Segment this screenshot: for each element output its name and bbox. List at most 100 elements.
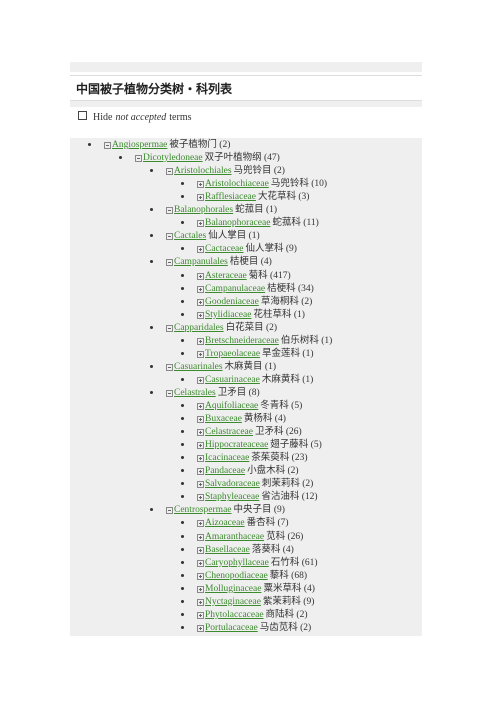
bullet [119,156,122,160]
row-text: Balanophoraceae 蛇菰科 (11) [205,218,319,228]
taxon-link[interactable]: Stylidiaceae [205,309,252,320]
taxon-link[interactable]: Celastraceae [205,427,253,438]
expand-icon[interactable] [197,350,204,358]
row-text: Staphyleaceae 省沽油科 (12) [205,492,318,502]
taxon-link[interactable]: Buxaceae [205,414,242,425]
expand-icon[interactable] [197,285,204,293]
taxon-label: 木麻黄目 (1) [224,361,276,372]
collapse-icon[interactable] [135,155,142,163]
expand-icon[interactable] [197,181,204,189]
collapse-icon[interactable] [166,363,173,371]
taxon-label: 花柱草科 (1) [253,309,305,320]
taxon-link[interactable]: Cactaceae [205,244,244,255]
taxon-link[interactable]: Salvadoraceae [205,479,260,490]
collapse-icon[interactable] [166,233,173,241]
expand-icon[interactable] [197,520,204,528]
row-text: Phytolaccaceae 商陆科 (2) [205,610,308,620]
expand-icon[interactable] [197,572,204,580]
collapse-icon[interactable] [166,168,173,176]
expand-icon[interactable] [197,585,204,593]
taxon-label: 紫茉莉科 (9) [262,596,315,607]
expand-icon[interactable] [197,468,204,476]
expand-icon[interactable] [197,442,204,450]
expand-icon[interactable] [197,376,204,384]
expand-icon[interactable] [197,611,204,619]
taxon-link[interactable]: Hippocrateaceae [205,440,269,451]
taxon-link[interactable]: Bretschneideraceae [205,335,279,346]
tree-row: Cactaceae 仙人掌科 (9) [181,243,297,255]
row-text: Aristolochiales 马兜铃目 (2) [174,166,285,176]
taxon-link[interactable]: Asteraceae [205,270,247,281]
bullet [150,260,153,264]
expand-icon[interactable] [197,624,204,632]
icon-stroke [200,470,201,474]
taxon-link[interactable]: Rafflesiaceae [205,192,256,203]
taxon-link[interactable]: Icacinaceae [205,453,250,464]
taxon-link[interactable]: Tropaeolaceae [205,348,261,359]
taxon-link[interactable]: Portulacaceae [205,622,258,633]
collapse-icon[interactable] [166,507,173,515]
divider-bar [70,101,422,107]
taxon-link[interactable]: Campanulaceae [205,283,266,294]
checkbox[interactable] [78,111,87,120]
expand-icon[interactable] [197,455,204,463]
expand-icon[interactable] [197,416,204,424]
expand-icon[interactable] [197,403,204,410]
expand-icon[interactable] [197,494,204,502]
expand-icon[interactable] [197,246,204,254]
taxon-link[interactable]: Balanophoraceae [205,218,271,229]
taxon-link[interactable]: Aristolochiaceae [205,179,269,190]
taxon-link[interactable]: Aquifoliaceae [205,401,259,411]
taxon-link[interactable]: Dicotyledoneae [143,153,203,164]
taxon-link[interactable]: Cactales [174,231,207,242]
taxon-link[interactable]: Casuarinaceae [205,374,260,385]
collapse-icon[interactable] [166,324,173,332]
icon-stroke [200,483,201,487]
taxon-link[interactable]: Nyctaginaceae [205,596,261,607]
expand-icon[interactable] [197,311,204,319]
expand-icon[interactable] [197,194,204,202]
taxon-link[interactable]: Phytolaccaceae [205,609,264,620]
collapse-icon[interactable] [166,389,173,397]
taxon-link[interactable]: Amaranthaceae [205,531,265,542]
taxon-link[interactable]: Staphyleaceae [205,492,260,503]
taxon-link[interactable]: Basellaceae [205,544,250,555]
taxon-link[interactable]: Capparidales [174,322,224,333]
taxon-link[interactable]: Pandaceae [205,466,246,477]
expand-icon[interactable] [197,533,204,541]
expand-icon[interactable] [197,337,204,345]
expand-icon[interactable] [197,220,204,228]
taxon-link[interactable]: Chenopodiaceae [205,570,268,581]
taxon-label: 白花菜目 (2) [225,322,278,333]
expand-icon[interactable] [197,481,204,489]
icon-stroke [200,574,201,578]
tree-row: Icacinaceae 茶茱萸科 (23) [181,452,308,464]
taxon-link[interactable]: Casuarinales [174,361,223,372]
expand-icon[interactable] [197,546,204,554]
expand-icon[interactable] [197,559,204,567]
icon-stroke [168,210,171,212]
collapse-icon[interactable] [104,142,111,149]
tree-row: Stylidiaceae 花柱草科 (1) [181,309,305,321]
taxon-label: 大花草科 (3) [257,192,310,203]
row-text: Rafflesiaceae 大花草科 (3) [205,192,309,202]
taxon-link[interactable]: Aizoaceae [205,518,245,529]
taxon-link[interactable]: Caryophyllaceae [205,557,269,568]
taxon-link[interactable]: Goodeniaceae [205,296,259,307]
expand-icon[interactable] [197,598,204,606]
taxon-link[interactable]: Angiospermae [112,140,168,150]
expand-icon[interactable] [197,298,204,306]
taxon-link[interactable]: Centrospermae [174,505,232,516]
taxon-link[interactable]: Campanulales [174,257,228,268]
taxon-link[interactable]: Aristolochiales [174,166,232,177]
expand-icon[interactable] [197,429,204,437]
taxon-link[interactable]: Molluginaceae [205,583,262,594]
collapse-icon[interactable] [166,259,173,267]
expand-icon[interactable] [197,272,204,280]
taxon-link[interactable]: Balanophorales [174,205,234,216]
collapse-icon[interactable] [166,207,173,215]
row-text: Asteraceae 菊科 (417) [205,271,291,281]
taxon-link[interactable]: Celastrales [174,387,216,398]
tree-row: Casuarinales 木麻黄目 (1) [150,361,276,373]
icon-stroke [200,313,201,317]
